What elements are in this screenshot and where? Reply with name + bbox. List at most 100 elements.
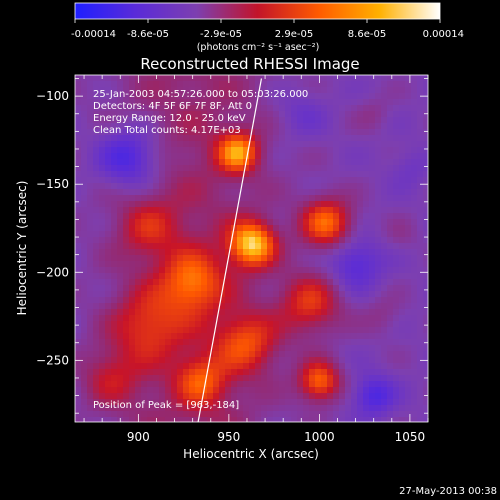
heatmap-cell bbox=[231, 117, 237, 123]
heatmap-cell bbox=[387, 159, 393, 165]
heatmap-cell bbox=[81, 225, 87, 231]
heatmap-cell bbox=[81, 147, 87, 153]
heatmap-cell bbox=[405, 231, 411, 237]
heatmap-cell bbox=[165, 399, 171, 405]
heatmap-cell bbox=[351, 189, 357, 195]
heatmap-cell bbox=[405, 333, 411, 339]
heatmap-cell bbox=[159, 237, 165, 243]
heatmap-cell bbox=[201, 153, 207, 159]
heatmap-cell bbox=[219, 327, 225, 333]
heatmap-cell bbox=[147, 315, 153, 321]
heatmap-cell bbox=[243, 105, 249, 111]
heatmap-cell bbox=[99, 219, 105, 225]
heatmap-cell bbox=[99, 123, 105, 129]
heatmap-cell bbox=[159, 309, 165, 315]
heatmap-cell bbox=[231, 417, 237, 422]
heatmap-cell bbox=[141, 219, 147, 225]
heatmap-cell bbox=[93, 129, 99, 135]
heatmap-cell bbox=[123, 291, 129, 297]
heatmap-cell bbox=[369, 273, 375, 279]
heatmap-cell bbox=[273, 171, 279, 177]
heatmap-cell bbox=[183, 303, 189, 309]
heatmap-cell bbox=[399, 297, 405, 303]
heatmap-cell bbox=[297, 177, 303, 183]
heatmap-cell bbox=[321, 177, 327, 183]
heatmap-cell bbox=[279, 387, 285, 393]
heatmap-cell bbox=[375, 159, 381, 165]
heatmap-cell bbox=[327, 117, 333, 123]
heatmap-cell bbox=[81, 141, 87, 147]
heatmap-cell bbox=[333, 183, 339, 189]
heatmap-cell bbox=[165, 177, 171, 183]
heatmap-cell bbox=[117, 393, 123, 399]
heatmap-cell bbox=[357, 279, 363, 285]
heatmap-cell bbox=[369, 363, 375, 369]
heatmap-cell bbox=[201, 87, 207, 93]
heatmap-cell bbox=[111, 225, 117, 231]
heatmap-cell bbox=[93, 249, 99, 255]
heatmap-cell bbox=[363, 255, 369, 261]
heatmap-cell bbox=[177, 153, 183, 159]
heatmap-cell bbox=[171, 183, 177, 189]
heatmap-cell bbox=[315, 339, 321, 345]
heatmap-cell bbox=[291, 273, 297, 279]
heatmap-cell bbox=[189, 177, 195, 183]
heatmap-cell bbox=[207, 225, 213, 231]
heatmap-cell bbox=[129, 93, 135, 99]
heatmap-cell bbox=[363, 219, 369, 225]
heatmap-cell bbox=[399, 177, 405, 183]
heatmap-cell bbox=[225, 237, 231, 243]
heatmap-cell bbox=[423, 105, 428, 111]
heatmap-cell bbox=[213, 153, 219, 159]
heatmap-cell bbox=[219, 381, 225, 387]
heatmap-cell bbox=[279, 327, 285, 333]
heatmap-cell bbox=[207, 201, 213, 207]
heatmap-cell bbox=[321, 333, 327, 339]
heatmap-cell bbox=[273, 267, 279, 273]
heatmap-cell bbox=[237, 219, 243, 225]
heatmap-cell bbox=[231, 123, 237, 129]
heatmap-cell bbox=[153, 147, 159, 153]
heatmap-cell bbox=[111, 273, 117, 279]
heatmap-cell bbox=[297, 75, 303, 81]
heatmap-cell bbox=[285, 363, 291, 369]
heatmap-cell bbox=[351, 285, 357, 291]
heatmap-cell bbox=[303, 297, 309, 303]
heatmap-cell bbox=[315, 399, 321, 405]
heatmap-cell bbox=[153, 165, 159, 171]
heatmap-cell bbox=[267, 261, 273, 267]
heatmap-cell bbox=[231, 75, 237, 81]
heatmap-cell bbox=[207, 219, 213, 225]
heatmap-cell bbox=[309, 411, 315, 417]
heatmap-cell bbox=[249, 321, 255, 327]
heatmap-cell bbox=[225, 267, 231, 273]
heatmap-cell bbox=[141, 123, 147, 129]
heatmap-cell bbox=[291, 339, 297, 345]
heatmap-cell bbox=[291, 387, 297, 393]
heatmap-cell bbox=[105, 99, 111, 105]
heatmap-cell bbox=[141, 357, 147, 363]
heatmap-cell bbox=[201, 195, 207, 201]
heatmap-cell bbox=[105, 273, 111, 279]
heatmap-cell bbox=[177, 327, 183, 333]
heatmap-cell bbox=[81, 165, 87, 171]
heatmap-cell bbox=[201, 267, 207, 273]
heatmap-cell bbox=[363, 399, 369, 405]
heatmap-cell bbox=[411, 357, 417, 363]
heatmap-cell bbox=[423, 243, 428, 249]
heatmap-cell bbox=[153, 201, 159, 207]
heatmap-cell bbox=[291, 321, 297, 327]
heatmap-cell bbox=[291, 363, 297, 369]
heatmap-cell bbox=[417, 345, 423, 351]
heatmap-cell bbox=[111, 81, 117, 87]
heatmap-cell bbox=[249, 255, 255, 261]
heatmap-cell bbox=[189, 297, 195, 303]
heatmap-cell bbox=[237, 111, 243, 117]
heatmap-cell bbox=[399, 327, 405, 333]
heatmap-cell bbox=[273, 153, 279, 159]
heatmap-cell bbox=[153, 177, 159, 183]
heatmap-cell bbox=[285, 249, 291, 255]
heatmap-cell bbox=[123, 153, 129, 159]
heatmap-cell bbox=[255, 159, 261, 165]
heatmap-cell bbox=[243, 249, 249, 255]
